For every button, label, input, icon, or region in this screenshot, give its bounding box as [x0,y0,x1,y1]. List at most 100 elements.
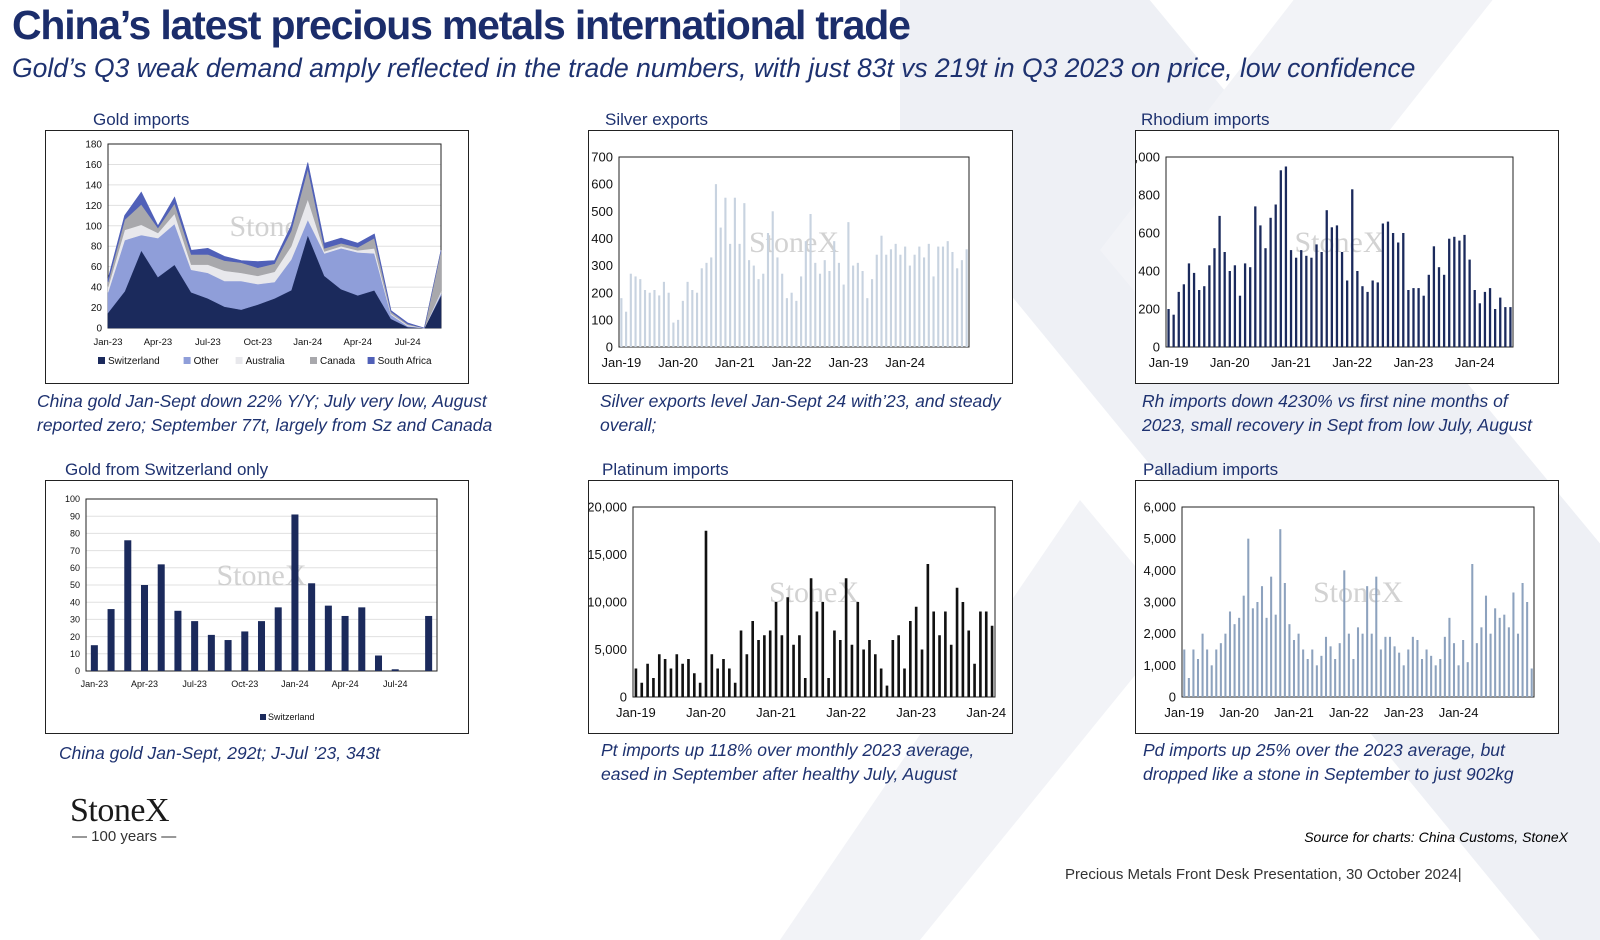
bar [1351,189,1354,347]
x-tick-label: Jan-21 [1271,355,1311,370]
bar [1504,307,1507,347]
bar [847,222,850,347]
bar [1311,649,1314,697]
bar [1329,646,1332,697]
rhodium-imports-svg: 0 200 400 600 800 1,000 StoneX Jan-19 Jan-20 Jan-… [1136,150,1514,370]
x-tick-label: Jan-22 [826,705,866,720]
bar [374,655,383,671]
bar [1320,252,1323,347]
x-tick-label: Jan-19 [1164,705,1204,720]
bar [932,611,936,697]
palladium-imports-chart: 0 1,000 2,000 3,000 4,000 5,000 6,000 StoneX Jan… [1135,480,1559,734]
bar [662,281,665,347]
bar [643,290,647,347]
platinum-imports-svg: 0 5,000 10,000 15,000 20,000 StoneX Jan-19 Jan-… [589,500,1006,720]
x-tick-label: Jan-24 [1439,705,1479,720]
bar [1264,248,1267,347]
bar [1288,624,1291,697]
bar [743,203,746,347]
bar [107,609,115,671]
bar [1432,246,1436,347]
bar [932,276,935,347]
x-tick-label: Jan-23 [829,355,869,370]
bar [1347,633,1350,697]
bar [687,659,690,697]
bar [751,621,755,697]
bar [1480,627,1483,697]
bar [1483,291,1487,347]
rhodium-imports-title: Rhodium imports [1141,110,1270,129]
bar [1187,678,1190,697]
x-tick-label: Oct-23 [231,679,258,689]
bar [124,540,132,671]
bar [1381,223,1385,347]
palladium-imports-title: Palladium imports [1143,460,1279,479]
bar [1397,242,1400,347]
bar [1259,225,1262,347]
page-subtitle: Gold’s Q3 weak demand amply reflected in… [12,53,1416,83]
bar [652,678,655,697]
bar [967,630,971,697]
bar [157,564,165,671]
bar [946,241,949,347]
bar [719,227,722,347]
bar [814,262,817,347]
bar [961,602,965,697]
bar [738,243,741,347]
bar [837,262,840,347]
bar [1224,633,1227,697]
bar [795,300,798,347]
legend-entry: Canada [320,356,355,367]
y-tick-label: 80 [70,529,80,539]
bar [1437,267,1441,347]
bar [828,271,831,347]
bar [1330,227,1333,347]
bar [776,257,779,347]
rhodium-imports-caption: Rh imports down 4230% vs first nine mont… [1142,389,1532,437]
bar [728,668,731,697]
legend-swatch [235,357,243,364]
bar [1340,252,1344,347]
bar [1315,665,1318,697]
bar [941,246,945,347]
x-tick-label: Jul-24 [383,679,408,689]
x-tick-label: Jan-19 [1149,355,1189,370]
bar [803,678,807,697]
bar [1187,263,1191,347]
bar [1530,668,1533,697]
bar [681,663,684,697]
x-tick-label: Jan-21 [715,355,755,370]
bar [1448,617,1451,697]
y-tick-label: 40 [70,597,80,607]
bar [1338,643,1341,697]
y-tick-label: 4,000 [1143,563,1176,578]
x-tick-label: Oct-23 [244,337,273,348]
bar [1398,652,1401,697]
bar [949,644,953,697]
bar [1509,307,1512,347]
bar [800,276,803,347]
bar [938,635,941,697]
bar [1300,250,1303,347]
bar [653,290,656,347]
bar [1289,250,1293,347]
y-tick-label: 400 [591,231,613,246]
gold-switzerland-title: Gold from Switzerland only [65,460,269,479]
x-tick-label: Jan-22 [772,355,812,370]
bar [692,673,696,697]
y-tick-label: 1,000 [1136,150,1160,165]
gold-switzerland-caption: China gold Jan-Sept, 292t; J-Jul ’23, 34… [59,741,380,765]
bar [1335,225,1339,347]
platinum-imports-caption-line1: Pt imports up 118% over monthly 2023 ave… [601,740,975,760]
bar [866,298,869,347]
bar [1425,649,1428,697]
bar [1427,274,1430,347]
chart-watermark: StoneX [769,576,859,609]
bar [1376,282,1379,347]
y-tick-label: 600 [591,177,613,192]
bar [908,265,911,347]
x-tick-label: Jan-24 [293,337,322,348]
bar [965,249,968,347]
bar [1488,288,1492,347]
bar [838,640,842,697]
